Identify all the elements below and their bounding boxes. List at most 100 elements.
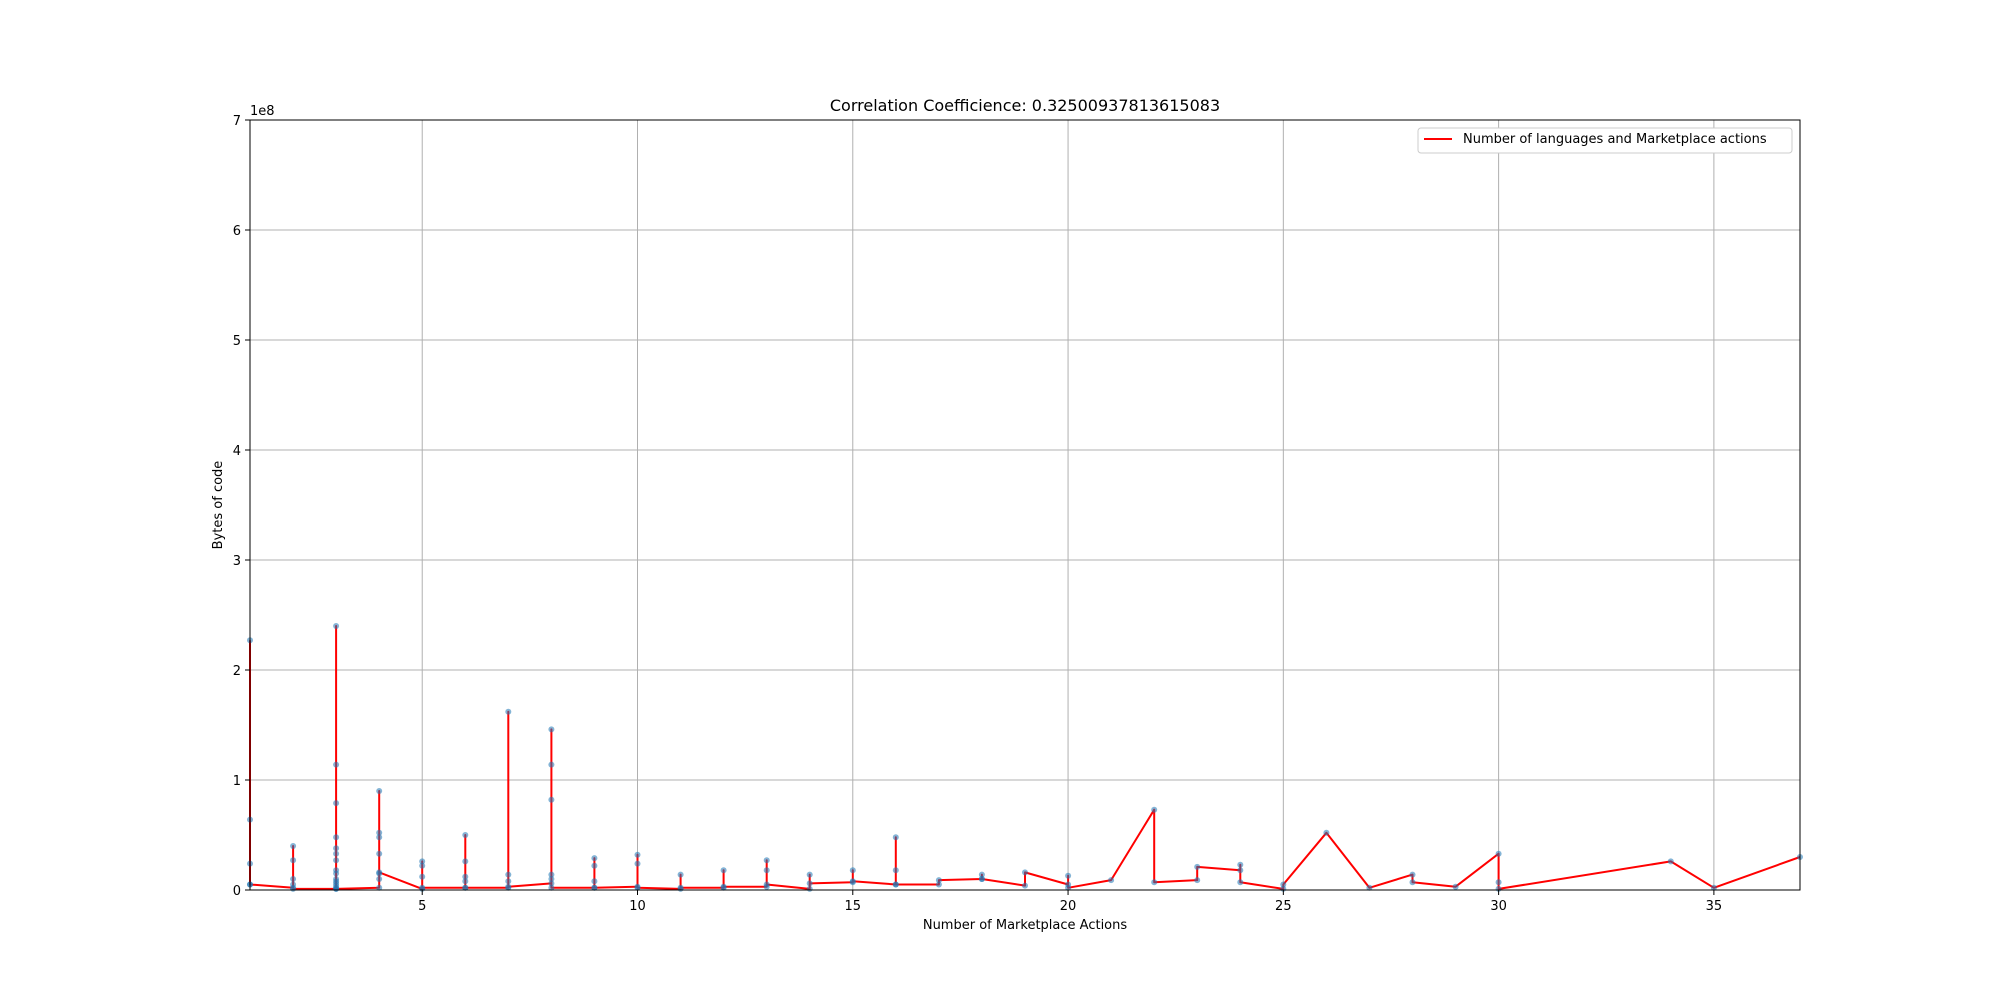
y-offset-text: 1e8: [250, 104, 275, 119]
data-point: [892, 881, 899, 888]
data-point: [419, 858, 426, 865]
data-point: [978, 876, 985, 882]
data-point: [1237, 861, 1244, 868]
data-point: [1710, 884, 1717, 891]
data-point: [1022, 869, 1028, 876]
data-point: [677, 871, 684, 878]
data-point: [1194, 863, 1201, 870]
y-tick-label: 2: [233, 664, 241, 679]
data-point: [376, 869, 383, 876]
x-tick-label: 20: [1060, 899, 1077, 914]
data-point: [1409, 871, 1416, 878]
data-point: [290, 857, 297, 864]
data-point: [462, 873, 469, 880]
data-point: [376, 829, 383, 836]
data-point: [1108, 877, 1115, 884]
data-point: [333, 857, 340, 864]
data-point: [505, 878, 512, 885]
y-axis-label: Bytes of code: [211, 461, 226, 550]
data-point: [935, 877, 942, 884]
data-point: [333, 761, 340, 768]
data-point: [548, 876, 555, 882]
data-point: [548, 761, 555, 768]
data-point: [376, 850, 383, 857]
data-point: [419, 873, 426, 880]
x-tick-label: 10: [629, 899, 646, 914]
data-point: [978, 871, 985, 878]
data-point: [462, 884, 469, 891]
data-point: [290, 876, 297, 882]
data-point: [1280, 881, 1287, 888]
data-point: [849, 867, 856, 874]
legend: Number of languages and Marketplace acti…: [1417, 127, 1793, 154]
data-point: [591, 884, 598, 891]
data-point: [505, 883, 512, 890]
data-point: [333, 845, 340, 852]
x-tick-label: 30: [1490, 899, 1507, 914]
data-point: [548, 726, 555, 733]
data-point: [333, 870, 340, 877]
y-tick-label: 0: [233, 884, 241, 899]
x-tick-label: 5: [418, 899, 426, 914]
data-point: [1452, 883, 1459, 890]
data-point: [1366, 884, 1373, 891]
data-point: [591, 878, 598, 885]
data-point: [1065, 872, 1072, 879]
ticks: 5 10 15 20 25 30 35 0 1 2 3 4 5 6 7: [233, 114, 1722, 914]
data-point: [806, 871, 813, 878]
data-point: [548, 871, 555, 878]
y-tick-label: 6: [233, 224, 241, 239]
data-point: [548, 884, 555, 891]
x-tick-label: 25: [1275, 899, 1292, 914]
data-point: [892, 867, 899, 874]
data-point: [1409, 879, 1416, 886]
data-point: [634, 884, 641, 891]
data-point: [892, 834, 899, 841]
y-tick-label: 3: [233, 554, 241, 569]
data-point: [849, 878, 856, 885]
chart-title: Correlation Coefficience: 0.325009378136…: [830, 96, 1220, 115]
data-point: [462, 878, 469, 885]
data-point: [806, 885, 813, 892]
x-axis-label: Number of Marketplace Actions: [923, 918, 1128, 933]
data-point: [1022, 882, 1028, 889]
data-point: [806, 880, 813, 887]
y-tick-label: 4: [233, 444, 241, 459]
data-point: [935, 881, 942, 888]
data-point: [1065, 884, 1072, 891]
x-tick-label: 35: [1706, 899, 1723, 914]
data-point: [1495, 879, 1502, 886]
data-point: [462, 858, 469, 865]
data-point: [333, 623, 340, 629]
data-point: [1194, 877, 1201, 884]
data-point: [505, 871, 512, 878]
y-tick-label: 1: [233, 774, 241, 789]
data-point: [1151, 806, 1158, 813]
data-point: [333, 800, 340, 807]
data-point: [333, 850, 340, 857]
data-point: [376, 788, 383, 794]
y-tick-label: 7: [233, 114, 241, 129]
data-point: [634, 851, 641, 858]
data-point: [376, 876, 383, 882]
data-point: [591, 855, 598, 862]
data-point: [462, 832, 469, 838]
data-point: [290, 885, 297, 892]
data-point: [290, 843, 297, 849]
legend-label: Number of languages and Marketplace acti…: [1463, 132, 1767, 147]
data-point: [1237, 867, 1244, 874]
y-tick-label: 5: [233, 334, 241, 349]
data-point: [548, 796, 555, 803]
plot-frame: [249, 119, 1801, 891]
data-point: [505, 708, 512, 715]
data-point: [1151, 879, 1158, 886]
data-point: [720, 883, 727, 890]
data-point: [591, 862, 598, 869]
data-point: [376, 834, 383, 841]
data-point: [333, 834, 340, 841]
data-point: [763, 867, 770, 874]
data-point: [1495, 850, 1502, 857]
data-point: [720, 867, 727, 874]
data-point: [1323, 829, 1330, 836]
